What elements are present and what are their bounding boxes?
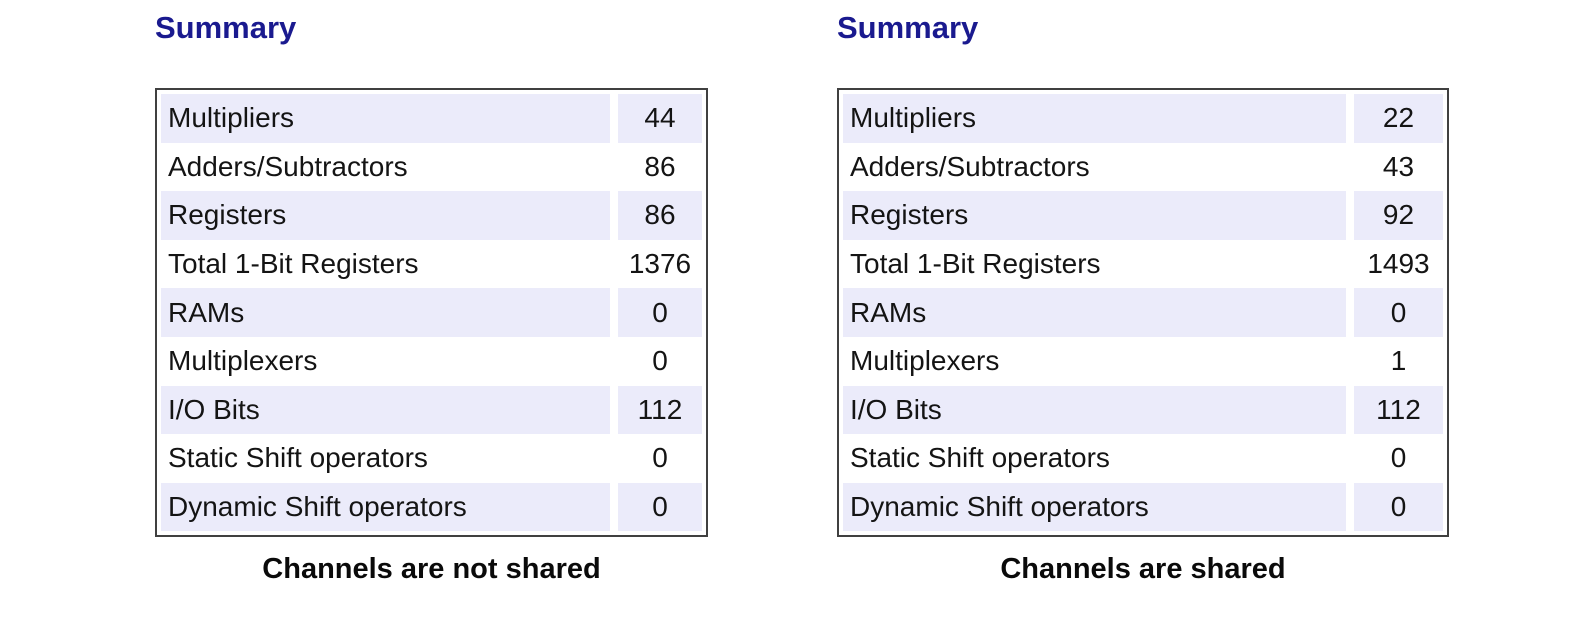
resource-label: Static Shift operators xyxy=(168,442,428,474)
resource-label: Adders/Subtractors xyxy=(168,150,408,182)
resource-count: 22 xyxy=(1354,94,1443,143)
table-row: Adders/Subtractors 86 xyxy=(161,143,702,192)
summary-panel-not-shared: Summary Multipliers 44 Adders/Subtractor… xyxy=(155,10,708,586)
table-caption: Channels are not shared xyxy=(262,553,601,586)
resource-count: 86 xyxy=(644,150,676,182)
resource-count: 0 xyxy=(618,288,702,337)
resource-label: I/O Bits xyxy=(843,385,1346,435)
resource-count: 86 xyxy=(618,191,702,240)
resource-label: Dynamic Shift operators xyxy=(161,482,610,532)
resource-label: I/O Bits xyxy=(161,385,610,435)
table-row: Dynamic Shift operators 0 xyxy=(843,482,1443,532)
table-caption: Channels are shared xyxy=(1000,553,1286,586)
resource-label: Dynamic Shift operators xyxy=(843,482,1346,532)
resource-label: Total 1-Bit Registers xyxy=(168,248,419,280)
table-row: Static Shift operators 0 xyxy=(843,434,1443,483)
resource-count: 0 xyxy=(1390,442,1407,474)
resource-count: 1 xyxy=(1390,345,1407,377)
table-row: Multiplexers 1 xyxy=(843,337,1443,386)
table-row: RAMs 0 xyxy=(161,288,702,337)
resource-count: 0 xyxy=(652,345,668,377)
table-row: Multipliers 22 xyxy=(843,94,1443,143)
resource-count: 0 xyxy=(652,442,668,474)
resource-label: Static Shift operators xyxy=(850,442,1110,474)
resource-count: 0 xyxy=(618,482,702,532)
resource-summary-table: Multipliers 22 Adders/Subtractors 43 Reg… xyxy=(837,88,1449,538)
resource-summary-table: Multipliers 44 Adders/Subtractors 86 Reg… xyxy=(155,88,708,538)
table-row: Adders/Subtractors 43 xyxy=(843,143,1443,192)
resource-label: RAMs xyxy=(843,288,1346,337)
summary-panel-shared: Summary Multipliers 22 Adders/Subtractor… xyxy=(837,10,1449,586)
resource-count: 43 xyxy=(1382,150,1415,182)
resource-label: Multipliers xyxy=(843,94,1346,143)
table-row: Static Shift operators 0 xyxy=(161,434,702,483)
resource-label: Adders/Subtractors xyxy=(850,150,1090,182)
resource-count: 44 xyxy=(618,94,702,143)
table-row: I/O Bits 112 xyxy=(843,385,1443,435)
resource-count: 1376 xyxy=(628,248,692,280)
resource-count: 112 xyxy=(1354,385,1443,435)
summary-heading: Summary xyxy=(837,10,979,45)
table-row: RAMs 0 xyxy=(843,288,1443,337)
table-row: Multipliers 44 xyxy=(161,94,702,143)
resource-count: 112 xyxy=(618,385,702,435)
resource-label: Multiplexers xyxy=(168,345,318,377)
table-row: Multiplexers 0 xyxy=(161,337,702,386)
resource-count: 92 xyxy=(1354,191,1443,240)
resource-label: Registers xyxy=(161,191,610,240)
table-row: Total 1-Bit Registers 1376 xyxy=(161,240,702,289)
resource-count: 0 xyxy=(1354,482,1443,532)
resource-label: Multiplexers xyxy=(850,345,1000,377)
resource-count: 0 xyxy=(1354,288,1443,337)
table-row: Dynamic Shift operators 0 xyxy=(161,482,702,532)
resource-label: RAMs xyxy=(161,288,610,337)
resource-label: Multipliers xyxy=(161,94,610,143)
table-row: Registers 92 xyxy=(843,191,1443,240)
resource-count: 1493 xyxy=(1367,248,1430,280)
resource-label: Total 1-Bit Registers xyxy=(850,248,1101,280)
summary-heading: Summary xyxy=(155,10,297,45)
table-row: I/O Bits 112 xyxy=(161,385,702,435)
resource-label: Registers xyxy=(843,191,1346,240)
table-row: Registers 86 xyxy=(161,191,702,240)
table-row: Total 1-Bit Registers 1493 xyxy=(843,240,1443,289)
